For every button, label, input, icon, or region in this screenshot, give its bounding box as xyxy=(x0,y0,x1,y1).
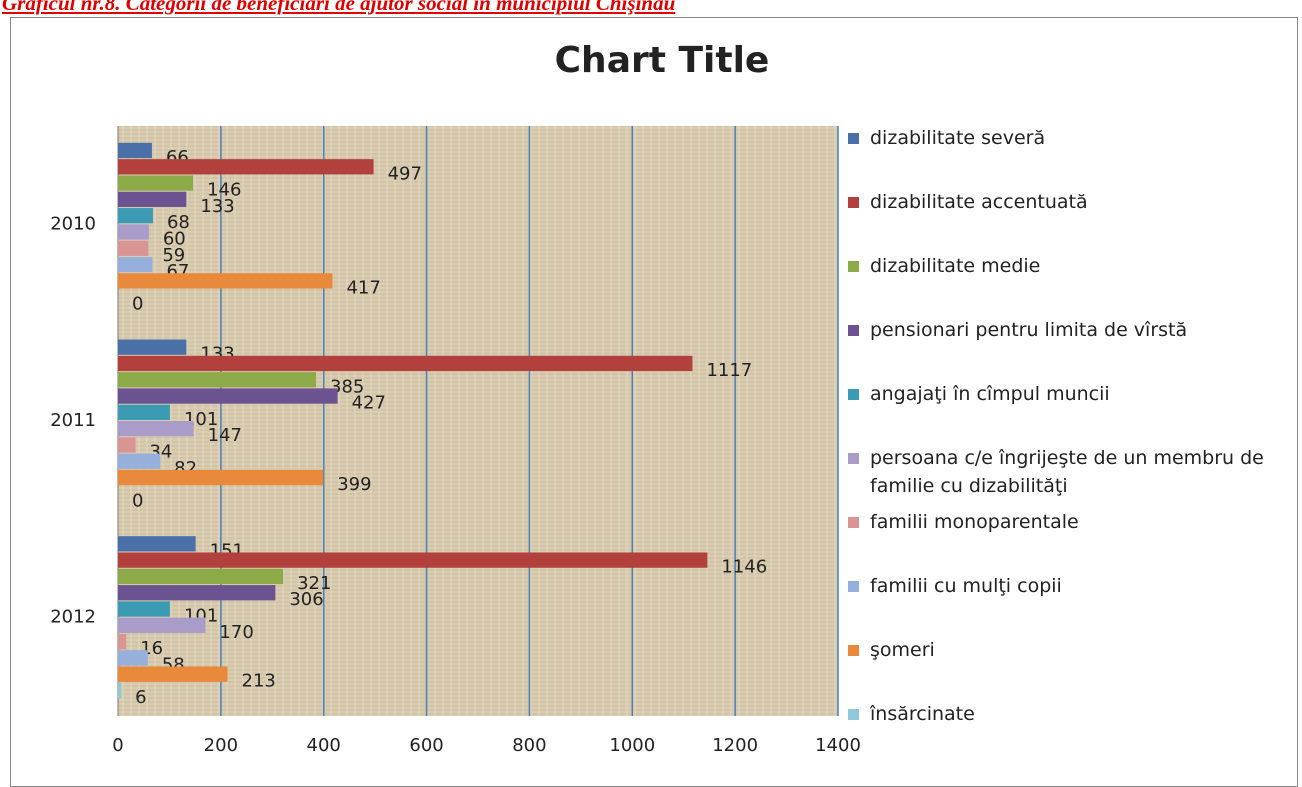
data-label: 146 xyxy=(207,180,241,201)
bar xyxy=(118,372,316,388)
bar xyxy=(118,224,149,240)
bar xyxy=(118,437,136,453)
legend-swatch xyxy=(848,581,859,592)
bar xyxy=(118,175,194,191)
bar xyxy=(118,650,148,666)
legend-label: persoana c/e îngrijeşte de un membru de … xyxy=(870,447,1264,497)
bar xyxy=(118,666,228,682)
legend-label: şomeri xyxy=(870,639,935,661)
legend-label: dizabilitate accentuată xyxy=(870,191,1088,213)
data-label: 0 xyxy=(132,294,143,315)
bar xyxy=(118,633,127,650)
data-label: 497 xyxy=(388,163,422,184)
chart-title: Chart Title xyxy=(555,40,770,81)
bar xyxy=(118,469,324,486)
bar xyxy=(118,355,693,372)
data-label: 170 xyxy=(219,622,253,643)
x-tick-label: 400 xyxy=(307,735,341,756)
x-tick-label: 200 xyxy=(204,735,238,756)
legend-label: familii monoparentale xyxy=(870,511,1079,533)
x-tick-label: 0 xyxy=(112,735,123,756)
bar xyxy=(118,617,206,633)
y-tick-label: 2011 xyxy=(50,410,96,431)
legend-label: angajaţi în cîmpul muncii xyxy=(870,383,1110,405)
legend-item: însărcinate xyxy=(848,700,1288,728)
legend-item: pensionari pentru limita de vîrstă xyxy=(848,316,1288,344)
bar xyxy=(118,142,152,159)
data-label: 59 xyxy=(162,245,185,266)
data-label: 427 xyxy=(352,393,386,414)
bar xyxy=(118,339,187,355)
bar xyxy=(118,453,161,469)
legend-swatch xyxy=(848,453,859,464)
bar xyxy=(118,273,333,289)
data-label: 417 xyxy=(346,277,380,298)
x-tick-label: 1200 xyxy=(712,735,758,756)
data-label: 147 xyxy=(208,425,242,446)
legend-label: însărcinate xyxy=(870,703,975,725)
data-label: 0 xyxy=(132,490,143,511)
data-label: 60 xyxy=(163,228,186,249)
legend-swatch xyxy=(848,197,859,208)
legend-swatch xyxy=(848,645,859,656)
y-tick-label: 2010 xyxy=(50,213,96,234)
legend-label: dizabilitate medie xyxy=(870,255,1041,277)
data-label: 6 xyxy=(135,687,146,708)
data-label: 133 xyxy=(200,196,234,217)
legend-swatch xyxy=(848,261,859,272)
data-label: 1117 xyxy=(706,360,752,381)
bar xyxy=(118,585,276,601)
legend-item: persoana c/e îngrijeşte de un membru de … xyxy=(848,444,1288,500)
bar xyxy=(118,159,374,175)
bar xyxy=(118,256,153,273)
bar xyxy=(118,388,338,404)
bar xyxy=(118,601,170,617)
x-tick-label: 600 xyxy=(409,735,443,756)
bar xyxy=(118,240,149,256)
bar xyxy=(118,536,196,552)
bar xyxy=(118,568,284,585)
legend-label: dizabilitate severă xyxy=(870,127,1046,149)
data-label: 1146 xyxy=(721,557,767,578)
legend-label: pensionari pentru limita de vîrstă xyxy=(870,319,1188,341)
data-label: 213 xyxy=(242,671,276,692)
data-label: 399 xyxy=(337,474,371,495)
plot-area xyxy=(118,126,838,716)
y-tick-label: 2012 xyxy=(50,607,96,628)
bar xyxy=(118,208,153,224)
bar xyxy=(118,552,708,568)
legend-swatch xyxy=(848,389,859,400)
x-tick-label: 800 xyxy=(512,735,546,756)
legend-item: dizabilitate accentuată xyxy=(848,188,1288,216)
bar xyxy=(118,421,194,437)
data-label: 306 xyxy=(289,589,323,610)
legend-swatch xyxy=(848,133,859,144)
caption: Graficul nr.8. Categorii de beneficiari … xyxy=(2,0,676,15)
legend-swatch xyxy=(848,517,859,528)
x-tick-label: 1400 xyxy=(815,735,861,756)
legend-item: familii cu mulţi copii xyxy=(848,572,1288,600)
legend-label: familii cu mulţi copii xyxy=(870,575,1062,597)
x-tick-label: 1000 xyxy=(609,735,655,756)
legend-swatch xyxy=(848,325,859,336)
legend-item: angajaţi în cîmpul muncii xyxy=(848,380,1288,408)
bar xyxy=(118,682,122,699)
legend-swatch xyxy=(848,709,859,720)
bar xyxy=(118,191,187,208)
legend-item: şomeri xyxy=(848,636,1288,664)
data-label: 321 xyxy=(297,573,331,594)
legend-item: dizabilitate medie xyxy=(848,252,1288,280)
data-label: 385 xyxy=(330,376,364,397)
data-label: 68 xyxy=(167,212,190,233)
bar xyxy=(118,404,170,420)
legend-item: dizabilitate severă xyxy=(848,124,1288,152)
legend-item: familii monoparentale xyxy=(848,508,1288,536)
